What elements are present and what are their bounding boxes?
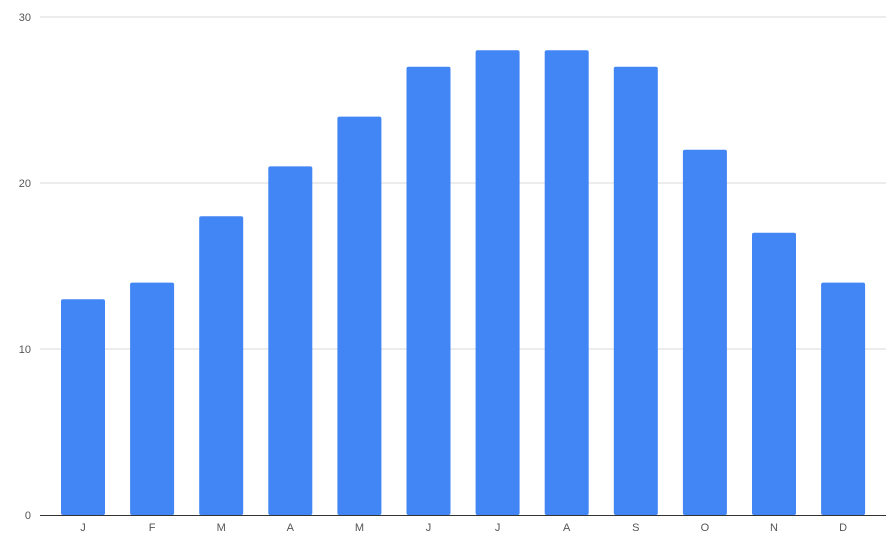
- gridlines: [40, 16, 886, 350]
- bar[interactable]: [337, 116, 382, 515]
- bar[interactable]: [61, 299, 105, 515]
- bar[interactable]: [475, 50, 520, 515]
- x-tick-label: O: [701, 522, 710, 534]
- y-tick-label: 30: [19, 12, 31, 24]
- y-tick-label: 10: [19, 344, 31, 356]
- x-tick-label: N: [770, 522, 778, 534]
- x-tick-label: A: [563, 522, 571, 534]
- bar[interactable]: [406, 66, 451, 516]
- y-tick-label: 20: [19, 178, 31, 190]
- x-tick-label: S: [632, 522, 639, 534]
- bar[interactable]: [268, 166, 313, 515]
- bar[interactable]: [752, 232, 796, 516]
- x-tick-label: J: [426, 522, 432, 534]
- bar[interactable]: [130, 282, 175, 515]
- bar[interactable]: [682, 149, 727, 516]
- x-tick-label: J: [495, 522, 501, 534]
- y-tick-label: 0: [25, 510, 31, 522]
- bar[interactable]: [544, 50, 589, 515]
- bar[interactable]: [821, 282, 866, 515]
- x-tick-label: J: [80, 522, 86, 534]
- bars: [61, 50, 866, 516]
- bar[interactable]: [613, 66, 658, 516]
- x-tick-label: F: [149, 522, 156, 534]
- x-tick-label: M: [217, 522, 226, 534]
- bar[interactable]: [199, 216, 244, 515]
- x-tick-label: A: [287, 522, 295, 534]
- x-tick-label: M: [355, 522, 364, 534]
- y-axis-tick-labels: 0 10 20 30: [19, 12, 31, 522]
- x-tick-label: D: [839, 522, 847, 534]
